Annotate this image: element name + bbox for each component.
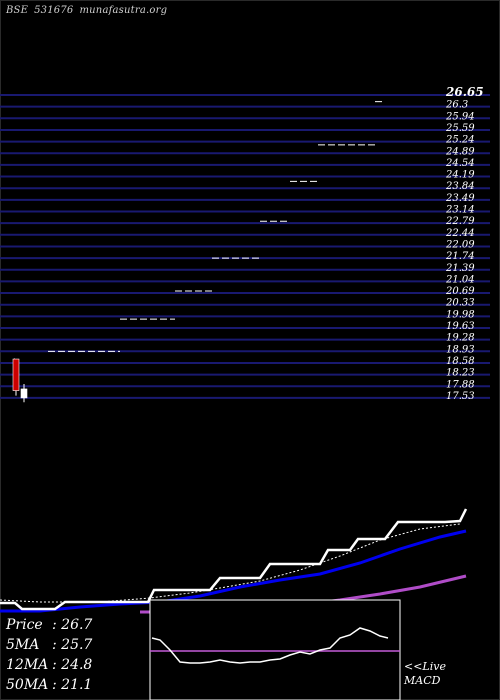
stat-50ma: 50MA: 21.1 — [6, 677, 92, 693]
stat-price-value: : 26.7 — [52, 617, 93, 633]
price-tick-label: 21.74 — [445, 251, 475, 262]
price-tick-label: 26.3 — [445, 100, 468, 111]
dotted-ma-line — [0, 523, 461, 603]
price-gridlines — [0, 94, 490, 399]
price-levels — [14, 101, 385, 360]
stat-12ma-value: : 24.8 — [52, 657, 93, 673]
fast-ma-line — [0, 529, 467, 613]
exchange-label: BSE — [6, 5, 29, 16]
price-tick-label: 19.98 — [446, 309, 475, 320]
price-tick-label: 24.19 — [445, 170, 475, 181]
price-tick-label: 21.39 — [445, 263, 475, 274]
candle-body — [12, 358, 20, 391]
candles — [12, 358, 28, 403]
price-tick-label: 18.93 — [446, 344, 475, 355]
stat-50ma-value: : 21.1 — [52, 677, 93, 693]
price-tick-label: 18.58 — [446, 356, 475, 367]
price-axis-labels: 26.6526.325.9425.5925.2424.8924.5424.192… — [445, 85, 484, 402]
stat-5ma-value: : 25.7 — [52, 637, 93, 653]
price-tick-label: 23.49 — [445, 193, 475, 204]
price-tick-label: 20.33 — [445, 298, 475, 309]
price-tick-label: 24.89 — [445, 146, 475, 157]
price-tick-label: 22.09 — [445, 239, 475, 250]
stat-5ma-label: 5MA — [6, 637, 40, 653]
stat-12ma-label: 12MA — [6, 657, 49, 673]
price-tick-label: 17.88 — [446, 379, 475, 390]
stat-12ma: 12MA: 24.8 — [6, 657, 92, 673]
price-line — [0, 508, 468, 611]
price-tick-label: 25.59 — [445, 123, 475, 134]
stat-price-label: Price — [6, 617, 43, 633]
price-tick-label: 23.84 — [445, 181, 475, 192]
price-tick-label: 24.54 — [445, 158, 475, 169]
chart-header: BSE 531676 munafasutra.org — [6, 5, 173, 16]
price-tick-label: 21.04 — [445, 274, 475, 285]
price-tick-label: 17.53 — [446, 391, 475, 402]
source-label: munafasutra.org — [79, 5, 168, 16]
stat-50ma-label: 50MA — [6, 677, 49, 693]
macd-panel — [149, 599, 401, 700]
stat-5ma: 5MA : 25.7 — [6, 637, 92, 653]
price-tick-label: 18.23 — [446, 368, 475, 379]
price-tick-label: 25.94 — [445, 111, 475, 122]
stat-price: Price : 26.7 — [6, 617, 92, 633]
macd-line — [151, 627, 389, 664]
price-tick-label: 19.28 — [446, 333, 475, 344]
price-tick-label: 20.69 — [445, 286, 475, 297]
price-tick-label: 26.65 — [445, 85, 484, 99]
price-tick-label: 19.63 — [446, 321, 475, 332]
price-tick-label: 25.24 — [445, 135, 475, 146]
moving-average-panel — [0, 508, 468, 614]
macd-live-label[interactable]: <<Live — [404, 660, 446, 673]
price-tick-label: 23.14 — [445, 205, 475, 216]
stock-code: 531676 — [34, 5, 74, 16]
candle-body — [20, 388, 28, 399]
price-tick-label: 22.79 — [445, 216, 475, 227]
macd-box — [149, 599, 401, 700]
macd-label: MACD — [404, 674, 441, 687]
price-tick-label: 22.44 — [445, 228, 475, 239]
